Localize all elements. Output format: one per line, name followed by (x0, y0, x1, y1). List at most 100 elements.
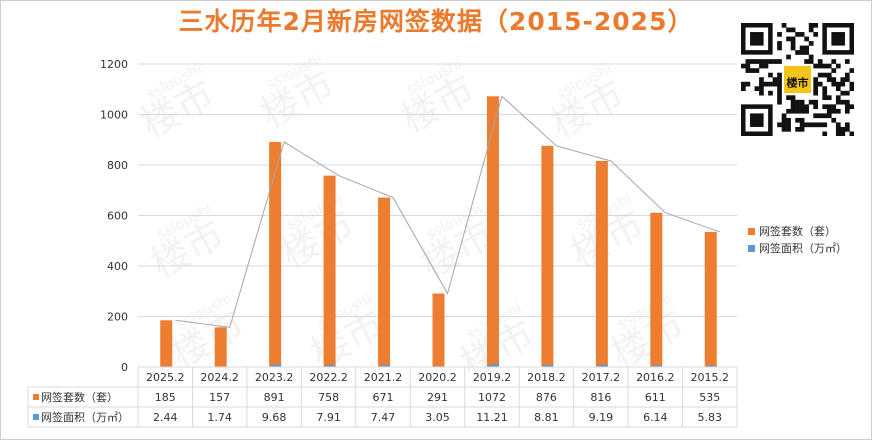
qr-module (772, 81, 778, 87)
qr-module (804, 59, 809, 64)
qr-module (822, 131, 828, 136)
qr-module (844, 72, 850, 78)
qr-module (781, 122, 787, 128)
qr-module (790, 41, 796, 46)
qr-module (741, 81, 746, 87)
qr-module (844, 104, 850, 110)
y-tick-label: 200 (107, 311, 128, 324)
bar-sets (214, 327, 227, 367)
qr-module (759, 59, 764, 64)
qr-module (772, 77, 778, 82)
qr-module (822, 86, 828, 91)
qr-module (813, 81, 819, 87)
qr-module (822, 95, 828, 101)
x-category-label: 2021.2 (364, 371, 403, 384)
qr-module (777, 77, 782, 82)
qr-module (777, 59, 782, 64)
x-category-label: 2022.2 (309, 371, 348, 384)
qr-module (817, 63, 823, 69)
qr-module (745, 63, 751, 69)
table-cell: 816 (590, 391, 611, 404)
qr-module (840, 81, 846, 87)
qr-module (813, 99, 819, 105)
qr-module (831, 117, 837, 123)
table-cell: 891 (264, 391, 285, 404)
bar-sets (486, 96, 499, 367)
qr-module (813, 104, 819, 110)
qr-module (790, 99, 796, 105)
qr-module (763, 59, 769, 64)
qr-module (831, 68, 837, 73)
qr-module (822, 72, 828, 78)
qr-module (822, 113, 828, 119)
qr-module (795, 104, 800, 110)
qr-module (849, 86, 854, 91)
qr-module (813, 122, 819, 128)
qr-module (786, 95, 791, 101)
trend-line (175, 95, 720, 328)
bar-area (380, 365, 391, 367)
x-category-label: 2025.2 (146, 371, 185, 384)
qr-module (826, 104, 832, 110)
qr-module (813, 113, 819, 119)
qr-module (741, 63, 746, 69)
table-row-label: 网签面积（万㎡） (41, 410, 129, 424)
qr-module (804, 50, 809, 55)
qr-module (759, 77, 764, 82)
qr-module (799, 108, 805, 114)
y-tick-label: 1000 (100, 109, 128, 122)
x-category-label: 2016.2 (636, 371, 675, 384)
qr-module (799, 99, 805, 105)
qr-module (799, 104, 805, 110)
qr-module (790, 95, 796, 101)
qr-module (754, 86, 760, 91)
qr-module (781, 113, 787, 119)
qr-module (840, 126, 846, 132)
qr-module (844, 99, 850, 105)
x-category-label: 2020.2 (418, 371, 457, 384)
qr-module (835, 131, 841, 136)
table-cell: 7.91 (316, 411, 341, 424)
qr-finder-core (831, 32, 845, 46)
qr-module (835, 108, 841, 114)
qr-module (795, 126, 800, 132)
qr-module (844, 77, 850, 82)
qr-module (813, 90, 819, 96)
qr-module (813, 63, 819, 69)
qr-module (822, 122, 828, 128)
bar-area (706, 365, 717, 367)
qr-module (826, 63, 832, 69)
qr-module (804, 122, 809, 128)
qr-module (831, 104, 837, 110)
qr-finder-core (750, 113, 764, 127)
table-row-swatch (33, 414, 39, 420)
qr-module (835, 99, 841, 105)
qr-module (849, 81, 854, 87)
table-cell: 1.74 (207, 411, 232, 424)
qr-module (741, 86, 746, 91)
qr-module (745, 59, 751, 64)
table-row-label: 网签套数（套） (41, 390, 118, 404)
qr-module (826, 95, 832, 101)
qr-module (786, 36, 791, 42)
qr-module (813, 77, 819, 82)
qr-module (849, 131, 854, 136)
qr-module (759, 90, 764, 96)
qr-module (835, 81, 841, 87)
qr-module (786, 117, 791, 123)
qr-module (750, 68, 755, 73)
bar-sets (269, 142, 282, 367)
qr-module (777, 72, 782, 78)
qr-module (844, 108, 850, 114)
qr-module (808, 27, 814, 33)
bar-sets (160, 320, 173, 367)
table-cell: 157 (209, 391, 230, 404)
table-cell: 1072 (478, 391, 506, 404)
qr-module (826, 113, 832, 119)
bar-area (325, 365, 336, 367)
qr-module (849, 104, 854, 110)
qr-module (781, 23, 787, 28)
legend-item-sets: 网签套数（套） (748, 223, 836, 239)
qr-module (831, 81, 837, 87)
